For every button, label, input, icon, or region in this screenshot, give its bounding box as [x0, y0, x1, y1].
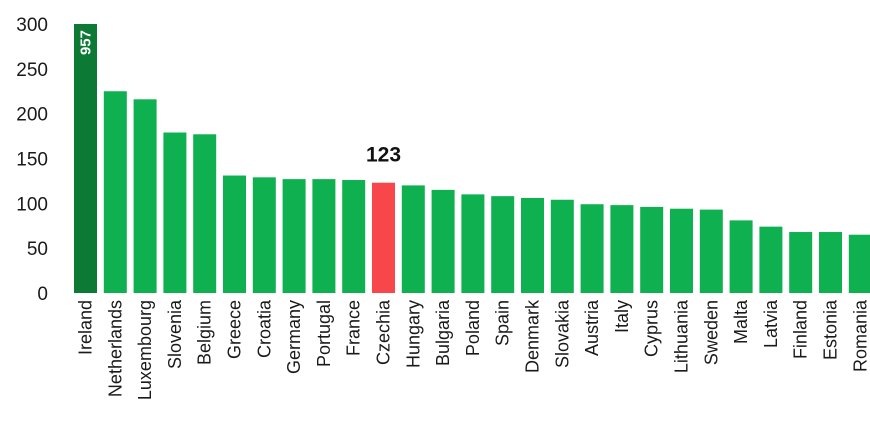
bar-slovenia: [163, 132, 187, 293]
data-labels: 957 123: [78, 30, 402, 167]
y-tick-label: 50: [27, 239, 48, 260]
bar-luxembourg: [133, 99, 157, 293]
bar-lithuania: [670, 208, 693, 293]
x-axis: Ireland Netherlands Luxembourg Slovenia Belg…: [76, 299, 870, 400]
category-label: Greece: [225, 300, 245, 359]
bar-malta: [729, 220, 753, 293]
bars: [74, 24, 870, 293]
category-label: Denmark: [523, 299, 543, 373]
bar-croatia: [252, 177, 276, 293]
bar-france: [342, 180, 366, 293]
category-label: Italy: [612, 300, 632, 333]
y-tick-label: 150: [16, 150, 48, 171]
bar-portugal: [312, 179, 336, 293]
y-tick-label: 100: [16, 194, 48, 215]
category-label: Luxembourg: [135, 300, 155, 400]
category-label: Lithuania: [672, 299, 692, 373]
category-label: Slovenia: [165, 299, 185, 369]
y-tick-label: 250: [16, 60, 48, 81]
bar-slovakia: [550, 199, 574, 293]
bar-cyprus: [640, 206, 664, 293]
category-label: Bulgaria: [433, 299, 453, 366]
y-tick-label: 200: [16, 105, 48, 126]
category-label: Austria: [582, 299, 602, 356]
y-axis: 0 50 100 150 200 250 300: [16, 15, 48, 305]
bar-czechia: [372, 182, 395, 293]
bar-austria: [580, 204, 604, 293]
bar-spain: [491, 196, 515, 293]
category-label: Belgium: [195, 300, 215, 365]
bar-bulgaria: [431, 189, 455, 293]
y-tick-label: 0: [37, 284, 48, 305]
bar-hungary: [401, 185, 425, 293]
category-label: Czechia: [374, 299, 394, 365]
clipped-value-label: 957: [78, 30, 95, 55]
category-label: Poland: [463, 300, 483, 356]
bar-romania: [848, 234, 870, 293]
category-label: Netherlands: [105, 300, 125, 397]
category-label: Cyprus: [642, 300, 662, 357]
category-label: Germany: [284, 300, 304, 374]
bar-germany: [282, 179, 306, 293]
category-label: France: [344, 300, 364, 356]
bar-greece: [223, 175, 246, 293]
bar-sweden: [699, 209, 723, 293]
category-label: Latvia: [761, 299, 781, 348]
bar-finland: [789, 232, 813, 293]
category-label: Ireland: [76, 300, 96, 355]
bar-italy: [610, 205, 634, 293]
bar-ireland: [74, 24, 97, 293]
bar-denmark: [521, 197, 544, 293]
category-label: Malta: [731, 299, 751, 344]
category-label: Sweden: [701, 300, 721, 365]
bar-poland: [461, 194, 485, 293]
category-label: Estonia: [821, 299, 841, 360]
bar-estonia: [819, 232, 842, 293]
bar-netherlands: [103, 91, 127, 293]
y-tick-label: 300: [16, 15, 48, 36]
category-label: Portugal: [314, 300, 334, 367]
highlight-value-label: 123: [366, 144, 401, 167]
category-label: Hungary: [403, 300, 423, 368]
bar-belgium: [193, 134, 217, 293]
category-label: Slovakia: [552, 299, 572, 368]
category-label: Spain: [493, 300, 513, 346]
category-label: Finland: [791, 300, 811, 359]
category-label: Croatia: [254, 299, 274, 358]
bar-latvia: [759, 226, 783, 293]
category-label: Romania: [850, 299, 870, 372]
